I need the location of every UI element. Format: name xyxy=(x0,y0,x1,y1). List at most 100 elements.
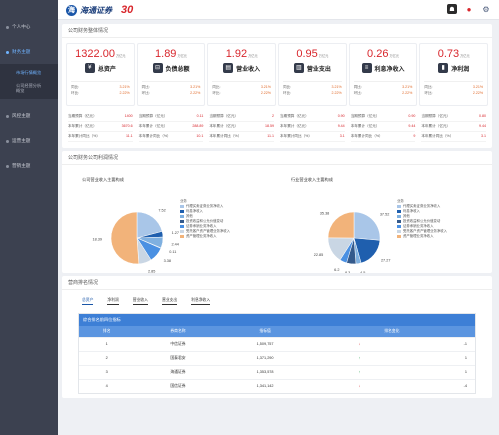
kpi-compare: 同比: 3.21% 环比: 2.22% xyxy=(283,81,342,96)
pie-slice[interactable] xyxy=(353,211,381,241)
sidebar-item-marketing[interactable]: 营销主题 xyxy=(0,159,58,173)
sidebar-subitem-market[interactable]: 市场行情概览 xyxy=(16,70,42,75)
legend-item[interactable]: 利息净收入 xyxy=(397,209,447,214)
kpi-mom-value: 2.22% xyxy=(119,91,130,95)
legend-item[interactable]: 证券承销业务净收入 xyxy=(180,224,230,229)
table-row[interactable]: 3 海通证券 1,353,578 ↑ 1 xyxy=(79,365,475,379)
kpi-icon: ⊟ xyxy=(152,63,163,73)
pie-slice-label: 6.2 xyxy=(334,268,339,272)
column-header: 排名变化 xyxy=(384,329,400,333)
stat-label: 当期预算（亿元） xyxy=(280,114,309,118)
legend-item[interactable]: 受托客户资产管理业务净收入 xyxy=(397,229,447,234)
bullet-icon xyxy=(6,164,9,168)
brand-logo[interactable]: 海 海通证券 30 xyxy=(66,4,133,16)
ranking-table-body: 1 中信证券 1,509,757 ↓ -1 2 国泰君安 1,371,290 ↑ 1 3 海通证券 1,… xyxy=(79,337,475,393)
value-cell: 1,509,757 xyxy=(256,342,274,346)
kpi-card[interactable]: 1.92万亿元 ▤ 营业收入 同比: 3.21% 环比: 2.22% xyxy=(207,43,277,106)
stat-label: 本年累计（亿元） xyxy=(209,124,239,128)
legend-item[interactable]: 投资收益和公允价值变动 xyxy=(397,219,447,224)
sidebar-item-finance[interactable]: 财务主题 xyxy=(0,45,58,59)
kpi-unit: 万亿元 xyxy=(389,54,400,58)
broker-name-cell: 国信证券 xyxy=(170,384,186,388)
rank-change-value: -1 xyxy=(463,342,467,346)
sidebar-item-personal-center[interactable]: 个人中心 xyxy=(0,20,58,34)
kpi-label-row: ≡ 利息净收入 xyxy=(354,63,413,73)
pie-slice-label: 35.38 xyxy=(320,211,330,215)
stat-label: 本年累计（亿元） xyxy=(280,124,309,128)
ranking-tab[interactable]: 利息净收入 xyxy=(191,298,211,305)
kpi-mom-label: 环比: xyxy=(71,91,80,95)
legend-label: 其他 xyxy=(403,214,410,218)
stat-value: 3670.6 xyxy=(121,124,133,128)
sidebar-item-operations[interactable]: 运营主题 xyxy=(0,134,58,148)
sidebar-item-risk[interactable]: 风控主题 xyxy=(0,109,58,123)
notification-bell-icon[interactable]: ● xyxy=(466,4,472,14)
legend-item[interactable]: 资产管理业务净收入 xyxy=(180,234,230,239)
legend-item[interactable]: 代理买卖证券业务净收入 xyxy=(180,204,230,209)
legend-item[interactable]: 其他 xyxy=(397,214,447,219)
pie-slice-label: 7.52 xyxy=(158,209,165,213)
table-row[interactable]: 2 国泰君安 1,371,290 ↑ 1 xyxy=(79,351,475,365)
chart-legend: 业务 代理买卖证券业务净收入 利息净收入 其他 投资收益和公允价值变动 证券承销业务净收入… xyxy=(397,199,447,239)
arrow-up-icon: ↑ xyxy=(358,356,361,360)
stat-label: 本年累计同比（%） xyxy=(280,134,312,138)
ranking-tab[interactable]: 营业支出 xyxy=(161,298,178,305)
legend-item[interactable]: 受托客户资产管理业务净收入 xyxy=(180,229,230,234)
kpi-mom: 环比: 2.22% xyxy=(283,90,342,96)
legend-label: 资产管理业务净收入 xyxy=(403,234,434,238)
legend-swatch xyxy=(180,230,184,233)
sidebar-subitem-company-analysis[interactable]: 公司经营分析概览 xyxy=(16,83,42,93)
legend-item[interactable]: 证券承销业务净收入 xyxy=(397,224,447,229)
stat-line: 本年累计同比（%） 11.1 xyxy=(68,132,133,142)
kpi-card[interactable]: 0.95万亿元 ▥ 营业支出 同比: 3.21% 环比: 2.22% xyxy=(278,43,347,106)
value-cell: 1,353,578 xyxy=(256,370,274,374)
kpi-card[interactable]: 0.73万亿元 ▮ 净利润 同比: 3.21% 环比: 2.22% xyxy=(419,43,489,106)
legend-item[interactable]: 投资收益和公允价值变动 xyxy=(180,219,230,224)
broker-name-cell: 海通证券 xyxy=(170,370,186,374)
rank-change-cell: ↑ 1 xyxy=(309,366,475,379)
stat-value: 0.90 xyxy=(408,114,416,118)
kpi-mom-label: 环比: xyxy=(212,91,221,95)
kpi-unit: 万亿元 xyxy=(177,54,187,58)
table-row[interactable]: 1 中信证券 1,509,757 ↓ -1 xyxy=(79,337,475,351)
table-row[interactable]: 4 国信证券 1,341,142 ↓ -4 xyxy=(79,379,475,393)
pie-slice[interactable] xyxy=(136,211,163,239)
ranking-tab[interactable]: 净利润 xyxy=(107,298,119,305)
kpi-value: 1.89万亿元 xyxy=(155,48,187,60)
anniversary-badge: 30 xyxy=(121,4,134,16)
kpi-compare: 同比: 3.21% 环比: 2.22% xyxy=(71,81,130,96)
kpi-card[interactable]: 1.89万亿元 ⊟ 负债总额 同比: 3.21% 环比: 2.22% xyxy=(136,43,206,106)
stat-value: 9 xyxy=(413,134,416,138)
settings-gear-icon[interactable]: ⚙ xyxy=(482,4,490,14)
kpi-icon: ¥ xyxy=(84,63,95,73)
logo-text: 海通证券 xyxy=(80,4,112,15)
kpi-yoy: 同比: 3.21% xyxy=(212,84,271,90)
rank-change-cell: ↑ 1 xyxy=(309,352,475,365)
kpi-yoy: 同比: 3.21% xyxy=(354,84,413,90)
rank-change-value: -4 xyxy=(463,384,467,388)
legend-item[interactable]: 利息净收入 xyxy=(180,209,230,214)
stat-line: 本年累计同比（%） 11.1 xyxy=(209,132,275,142)
pie-slice-label: 27.27 xyxy=(381,259,391,263)
stat-value: 0.80 xyxy=(479,114,487,118)
stat-label: 当期预算（亿元） xyxy=(68,114,97,118)
ranking-tab[interactable]: 营业收入 xyxy=(132,298,148,305)
legend-item[interactable]: 代理买卖证券业务净收入 xyxy=(397,204,447,209)
pie-slice-label: 0.11 xyxy=(169,250,176,254)
legend-label: 利息净收入 xyxy=(403,209,420,213)
kpi-value: 0.95万亿元 xyxy=(296,48,329,60)
legend-swatch xyxy=(180,210,184,213)
pie-slice[interactable] xyxy=(110,211,140,265)
rank-change-cell: ↓ -1 xyxy=(309,338,475,351)
ranking-table-header: 排名 券商名称 指标值 排名变化 xyxy=(79,326,475,337)
ranking-tab[interactable]: 总资产 xyxy=(82,298,94,305)
stat-column: 当期预算（亿元） 0.90 本年累计（亿元） 9.44 本年累计同比（%） 9 xyxy=(349,112,418,142)
stat-label: 本年累计同比（%） xyxy=(350,134,383,138)
kpi-card[interactable]: 1322.00万亿元 ¥ 总资产 同比: 3.21% 环比: 2.22% xyxy=(66,43,135,106)
kpi-card[interactable]: 0.26万亿元 ≡ 利息净收入 同比: 3.21% 环比: 2.22% xyxy=(348,43,418,106)
kpi-value: 1322.00万亿元 xyxy=(75,48,126,60)
legend-item[interactable]: 其他 xyxy=(180,214,230,219)
user-avatar-icon[interactable]: ☗ xyxy=(447,4,457,14)
legend-item[interactable]: 资产管理业务净收入 xyxy=(397,234,447,239)
pie-slice[interactable] xyxy=(327,211,355,239)
